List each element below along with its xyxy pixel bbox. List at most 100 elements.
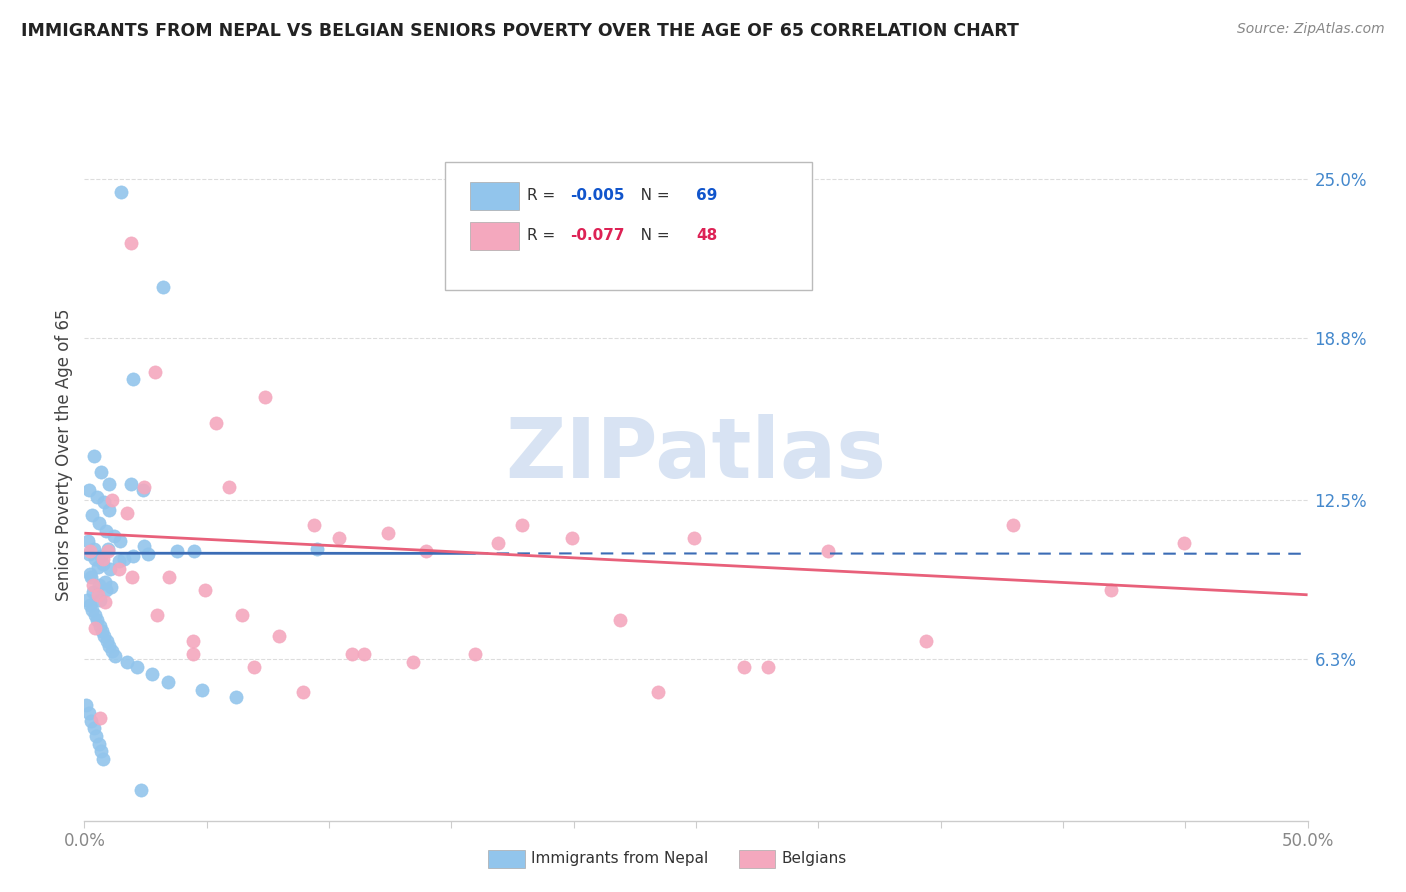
Text: -0.005: -0.005 (569, 187, 624, 202)
Point (342, 647, 364, 661)
Point (82, 585, 104, 599)
Point (152, 280, 174, 294)
Point (97, 477, 120, 491)
Point (101, 644, 124, 658)
Point (93, 629, 115, 643)
Point (122, 549, 145, 564)
Point (76, 593, 98, 607)
Point (510, 518, 533, 533)
Point (83, 449, 105, 463)
Point (157, 570, 180, 584)
Point (93, 752, 115, 766)
Point (83, 541, 105, 556)
Point (136, 547, 159, 561)
Text: Source: ZipAtlas.com: Source: ZipAtlas.com (1237, 22, 1385, 37)
Point (82, 577, 104, 591)
Point (87, 577, 110, 591)
Point (89, 711, 111, 725)
Point (733, 659, 755, 673)
Point (107, 562, 129, 576)
Text: 69: 69 (696, 187, 717, 202)
Point (90, 549, 112, 564)
Point (84, 621, 107, 635)
Point (218, 480, 240, 494)
Point (112, 552, 135, 566)
Point (98, 562, 121, 576)
Point (89, 593, 111, 607)
Point (75, 698, 97, 713)
Point (80, 714, 103, 728)
Point (97, 544, 120, 558)
Point (77, 483, 100, 497)
Point (98, 639, 121, 653)
Point (267, 629, 290, 643)
Point (328, 532, 350, 546)
Point (415, 544, 437, 558)
Point (181, 634, 204, 648)
Point (87, 737, 110, 751)
Point (89, 618, 111, 632)
Point (90, 744, 112, 758)
Point (292, 685, 315, 699)
Point (91, 552, 114, 566)
Point (79, 598, 101, 612)
FancyBboxPatch shape (470, 182, 519, 210)
Point (87, 559, 110, 574)
Point (125, 659, 148, 673)
Point (464, 647, 486, 661)
Point (243, 659, 266, 673)
Point (134, 539, 156, 553)
Point (1001, 518, 1024, 533)
Point (101, 492, 124, 507)
Point (110, 185, 132, 199)
Point (647, 685, 669, 699)
Point (120, 477, 142, 491)
Point (156, 675, 179, 690)
Point (609, 614, 631, 628)
Point (915, 634, 938, 648)
Point (377, 526, 399, 541)
Text: Belgians: Belgians (782, 851, 846, 866)
Point (84, 729, 107, 743)
Point (100, 580, 122, 594)
Text: R =: R = (527, 187, 560, 202)
Text: R =: R = (527, 228, 560, 243)
Point (96, 524, 118, 538)
Point (82, 603, 104, 617)
Point (77, 547, 100, 561)
Point (129, 782, 152, 797)
Text: 48: 48 (696, 228, 717, 243)
Point (225, 690, 247, 705)
Point (304, 518, 326, 533)
FancyBboxPatch shape (446, 162, 813, 291)
Point (86, 490, 108, 504)
Text: ZIPatlas: ZIPatlas (506, 415, 886, 495)
Point (96, 634, 118, 648)
Point (132, 483, 155, 497)
Point (181, 647, 204, 661)
Point (353, 647, 375, 661)
Y-axis label: Seniors Poverty Over the Age of 65: Seniors Poverty Over the Age of 65 (55, 309, 73, 601)
Point (561, 532, 583, 546)
Text: Immigrants from Nepal: Immigrants from Nepal (531, 851, 709, 866)
Point (94, 595, 117, 609)
Point (79, 567, 101, 582)
FancyBboxPatch shape (488, 850, 524, 868)
Point (83, 608, 105, 623)
Point (120, 236, 142, 251)
FancyBboxPatch shape (738, 850, 776, 868)
Point (93, 495, 115, 509)
Point (115, 655, 138, 669)
FancyBboxPatch shape (470, 222, 519, 250)
Point (402, 655, 425, 669)
Point (84, 552, 107, 566)
Point (77, 706, 100, 720)
Point (121, 570, 143, 584)
Text: N =: N = (626, 187, 675, 202)
Point (97, 541, 120, 556)
Point (1099, 582, 1122, 597)
Point (97, 503, 120, 517)
Point (305, 541, 328, 556)
Point (83, 721, 105, 735)
Point (80, 508, 103, 523)
